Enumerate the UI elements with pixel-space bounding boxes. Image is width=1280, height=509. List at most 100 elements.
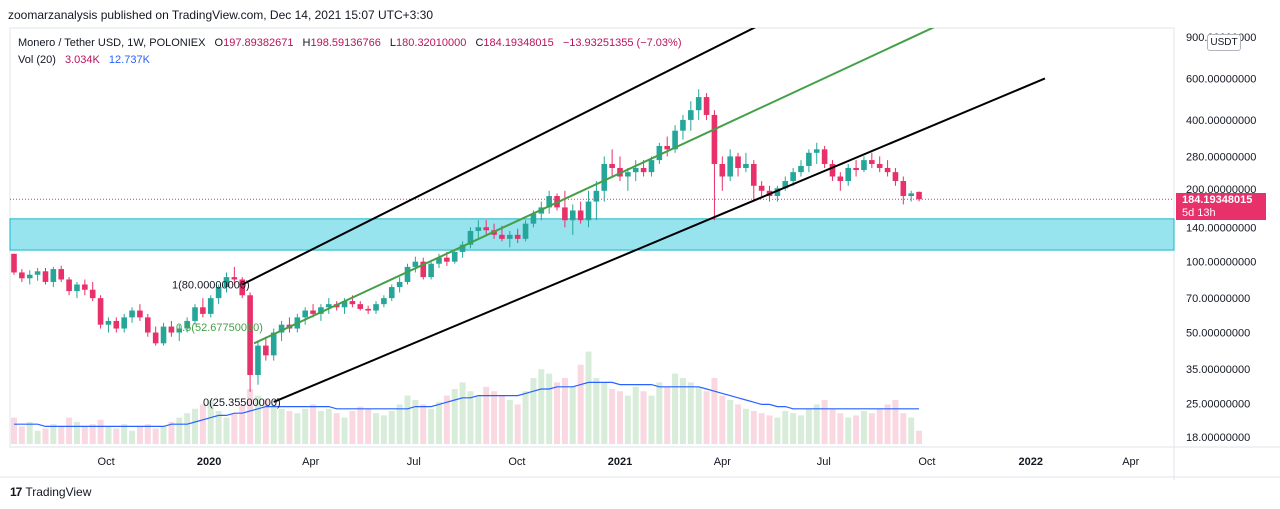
volume-bar bbox=[459, 382, 466, 444]
volume-bar bbox=[837, 413, 844, 444]
fib-level-label: 0.5(52.67750000) bbox=[176, 322, 263, 334]
candle-body bbox=[373, 304, 379, 311]
volume-bar bbox=[632, 386, 639, 444]
volume-bar bbox=[396, 404, 403, 444]
volume-bar bbox=[451, 389, 458, 444]
volume-bar bbox=[554, 382, 561, 444]
candle-body bbox=[444, 257, 450, 262]
candle-body bbox=[467, 230, 474, 245]
volume-bar bbox=[113, 428, 120, 444]
time-tick-label: 2022 bbox=[1019, 456, 1043, 468]
candle-body bbox=[247, 295, 253, 376]
ohlc-row: Monero / Tether USD, 1W, POLONIEX O197.8… bbox=[18, 35, 681, 52]
volume-bar bbox=[404, 395, 411, 444]
volume-bar bbox=[664, 386, 671, 444]
candle-body bbox=[420, 261, 427, 278]
candle-body bbox=[357, 304, 364, 309]
volume-bar bbox=[192, 408, 199, 444]
candle-body bbox=[695, 97, 702, 111]
volume-bar bbox=[805, 408, 812, 444]
volume-bar bbox=[916, 430, 923, 444]
footer-branding[interactable]: 17 TradingView bbox=[10, 484, 91, 500]
high-label: H bbox=[302, 37, 311, 49]
candle-body bbox=[349, 301, 356, 305]
volume-bar bbox=[475, 395, 482, 444]
candle-body bbox=[192, 307, 198, 321]
volume-bar bbox=[73, 422, 80, 444]
volume-bar bbox=[215, 411, 222, 444]
volume-bar bbox=[184, 413, 191, 444]
volume-bar bbox=[278, 408, 285, 444]
volume-bar bbox=[121, 424, 128, 444]
candle-body bbox=[302, 310, 308, 318]
volume-value: 3.034K bbox=[64, 54, 100, 66]
volume-bar bbox=[129, 430, 136, 444]
candle-body bbox=[664, 145, 671, 150]
volume-bar bbox=[81, 426, 88, 444]
volume-ma-line bbox=[14, 381, 920, 427]
candle-body bbox=[884, 167, 891, 173]
volume-bar bbox=[380, 415, 387, 444]
volume-bar bbox=[231, 413, 238, 444]
candle-body bbox=[231, 277, 238, 280]
volume-bar bbox=[420, 404, 427, 444]
time-axis[interactable]: Oct 2020 Apr Jul Oct 2021 Apr Jul Oct 2022 Apr bbox=[98, 456, 1140, 468]
candle-body bbox=[144, 317, 151, 333]
volume-bar bbox=[530, 378, 537, 444]
volume-bar bbox=[782, 411, 789, 444]
support-zone-rect bbox=[9, 218, 1175, 251]
volume-bar bbox=[656, 382, 663, 444]
candle-body bbox=[640, 167, 647, 173]
candle-body bbox=[263, 345, 269, 356]
volume-bar bbox=[585, 351, 592, 444]
candle-body bbox=[853, 167, 859, 171]
time-tick-label: 2020 bbox=[197, 456, 221, 468]
candle-body bbox=[207, 298, 214, 314]
time-tick-label: Apr bbox=[714, 456, 731, 468]
volume-bar bbox=[538, 369, 545, 444]
candle-body bbox=[255, 345, 261, 376]
volume-bar bbox=[247, 389, 254, 444]
volume-bar bbox=[50, 424, 57, 444]
volume-indicator-label[interactable]: Vol (20) bbox=[18, 54, 56, 66]
candle-body bbox=[89, 289, 96, 299]
volume-bar bbox=[89, 424, 96, 444]
price-tick-label: 140.00000000 bbox=[1186, 222, 1256, 234]
price-tick-label: 400.00000000 bbox=[1186, 115, 1256, 127]
volume-bar bbox=[136, 426, 143, 444]
fib-level-label: 1(80.00000000) bbox=[172, 279, 250, 291]
candle-body bbox=[152, 332, 159, 344]
volume-bars bbox=[11, 351, 923, 444]
volume-bar bbox=[160, 426, 167, 444]
volume-bar bbox=[593, 378, 600, 444]
candle-body bbox=[404, 266, 411, 282]
candle-body bbox=[26, 274, 33, 279]
volume-bar bbox=[18, 426, 25, 444]
candle-body bbox=[66, 279, 72, 292]
candle-body bbox=[601, 163, 608, 191]
volume-bar bbox=[498, 395, 505, 444]
candle-body bbox=[483, 227, 489, 231]
volume-bar bbox=[892, 400, 899, 444]
volume-bar bbox=[302, 408, 309, 444]
high-value: 198.59136766 bbox=[310, 37, 381, 49]
candle-body bbox=[176, 328, 183, 333]
volume-bar bbox=[105, 426, 112, 444]
candle-body bbox=[711, 114, 718, 164]
price-tick-label: 100.00000000 bbox=[1186, 257, 1256, 269]
candle-body bbox=[499, 234, 505, 239]
volume-bar bbox=[34, 430, 41, 444]
candle-body bbox=[782, 181, 789, 189]
candle-body bbox=[396, 281, 403, 288]
currency-badge[interactable]: USDT bbox=[1207, 34, 1241, 51]
candle-body bbox=[806, 152, 812, 166]
price-axis[interactable]: 900.00000000600.00000000400.00000000280.… bbox=[1186, 32, 1256, 444]
top-bar: zoomarzanalysis published on TradingView… bbox=[0, 0, 1280, 28]
candle-body bbox=[892, 172, 899, 182]
symbol-name[interactable]: Monero / Tether USD, 1W, POLONIEX bbox=[18, 37, 206, 49]
candle-body bbox=[798, 165, 804, 173]
candle-body bbox=[341, 301, 348, 308]
volume-bar bbox=[294, 413, 301, 444]
volume-bar bbox=[254, 395, 261, 444]
